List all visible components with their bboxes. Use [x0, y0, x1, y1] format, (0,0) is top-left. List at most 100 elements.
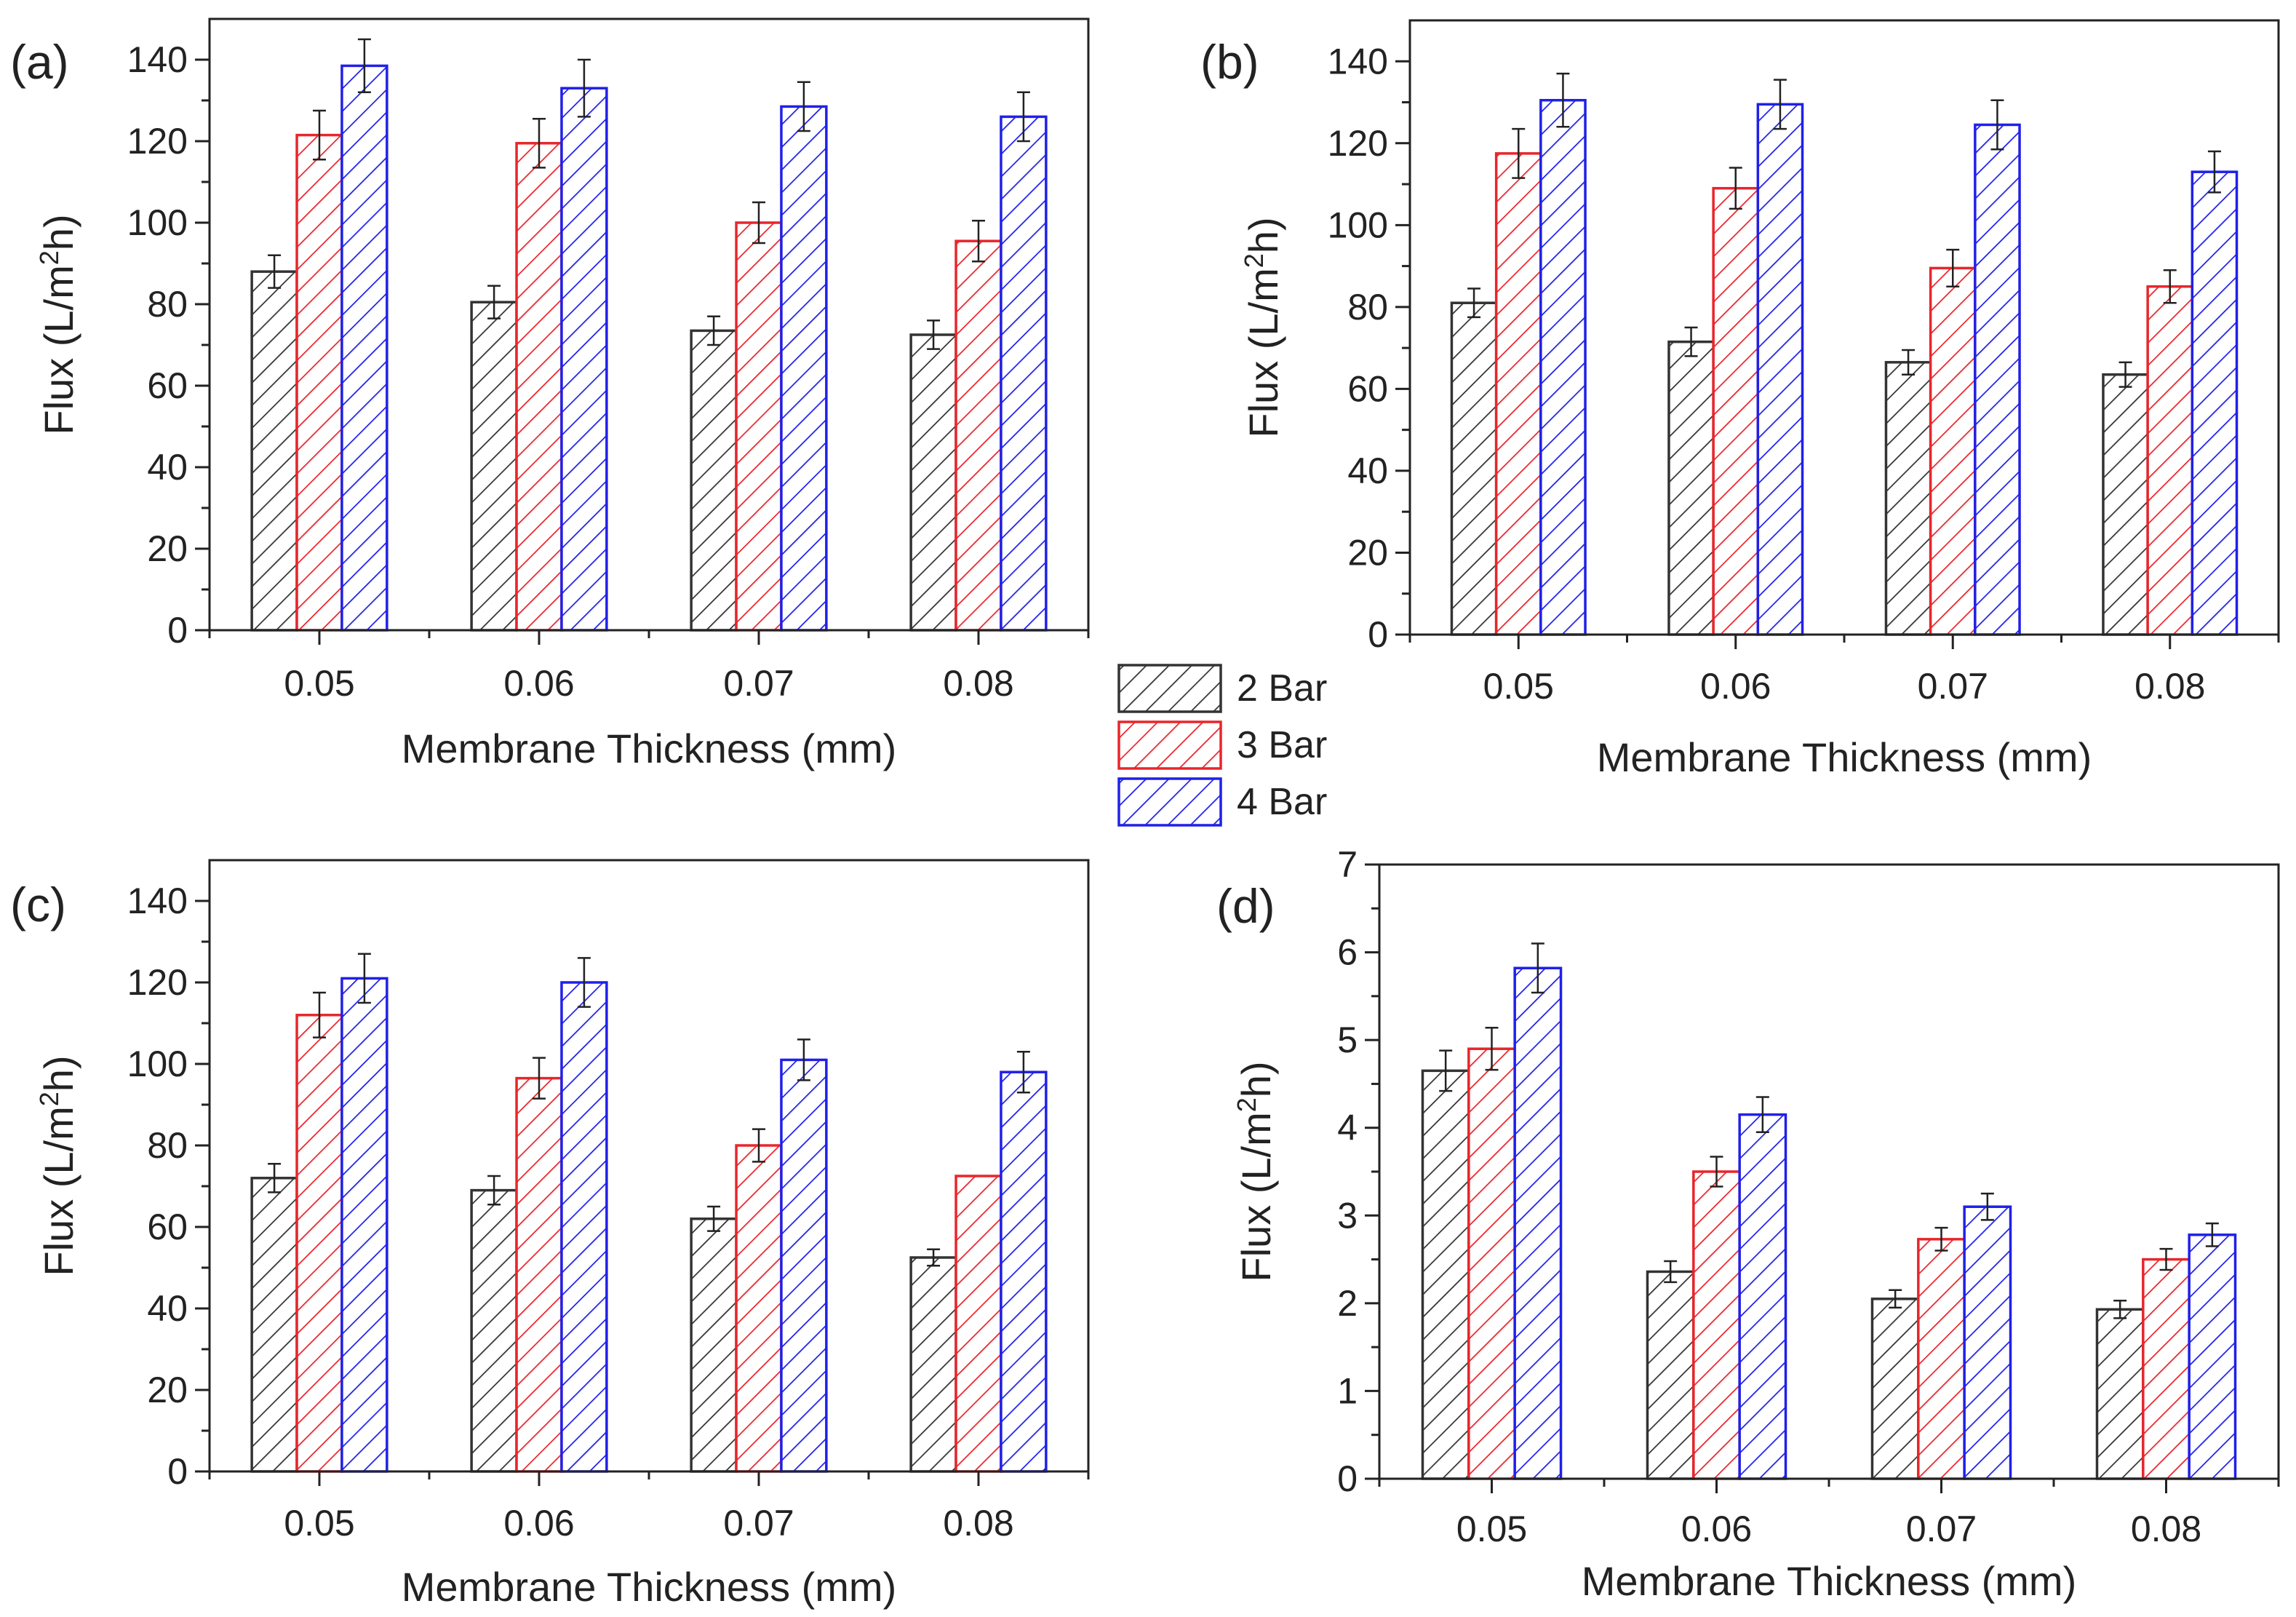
y-tick-label: 120: [127, 121, 188, 162]
y-tick-label: 100: [1328, 204, 1388, 245]
y-tick-label: 1: [1337, 1370, 1358, 1411]
y-axis-title-main: Flux (L/m: [36, 1106, 81, 1276]
x-tick-label: 0.07: [1906, 1509, 1977, 1549]
bar: [1692, 1170, 1741, 1480]
y-tick-label: 40: [147, 1288, 188, 1329]
y-tick-label: 20: [147, 528, 188, 569]
bar: [2102, 373, 2149, 636]
bar: [1539, 98, 1587, 636]
y-axis-title: Flux (L/m2h): [1232, 1061, 1279, 1282]
legend-swatch: [1117, 664, 1222, 713]
x-axis-title: Membrane Thickness (mm): [402, 1564, 896, 1610]
legend-label: 2 Bar: [1237, 667, 1327, 710]
bar: [690, 329, 738, 632]
bar: [909, 333, 957, 632]
bar: [1513, 966, 1563, 1480]
y-tick-label: 80: [147, 1125, 188, 1166]
y-axis-title-superscript: 2: [1232, 1097, 1261, 1112]
bar: [515, 142, 563, 632]
y-tick-label: 140: [127, 39, 188, 80]
chart-panel-b: 0 20 40 60 80 100 120 140 0.05 0.06 0.07 0.08 Membra…: [1200, 19, 2280, 780]
bar: [1667, 340, 1715, 636]
y-tick-label: 20: [147, 1370, 188, 1410]
y-axis-title-superscript: 2: [34, 250, 64, 265]
y-tick-label: 20: [1347, 532, 1388, 573]
bar: [2095, 1308, 2145, 1480]
x-tick-label: 0.06: [503, 1503, 574, 1544]
x-tick-label: 0.05: [284, 663, 354, 704]
y-tick-label: 40: [1347, 450, 1388, 491]
legend-swatch: [1117, 720, 1222, 770]
y-axis-title: Flux (L/m2h): [34, 214, 81, 434]
bar: [1917, 1238, 1966, 1480]
bar: [1646, 1270, 1695, 1480]
y-tick-label: 5: [1337, 1020, 1358, 1060]
x-axis-title: Membrane Thickness (mm): [402, 726, 896, 771]
panel-label: (c): [10, 878, 66, 931]
x-tick-label: 0.07: [723, 1503, 794, 1544]
y-tick-label: 80: [1347, 287, 1388, 327]
x-tick-label: 0.05: [1456, 1509, 1527, 1549]
y-tick-label: 100: [127, 1044, 188, 1084]
y-tick-label: 6: [1337, 932, 1358, 973]
bar: [909, 1256, 957, 1473]
y-tick-label: 140: [1328, 41, 1388, 82]
bar: [250, 270, 298, 632]
x-tick-label: 0.08: [2131, 1509, 2201, 1549]
y-tick-label: 7: [1337, 844, 1358, 885]
chart-panel-c: 0 20 40 60 80 100 120 140 0.05 0.06 0.07 0.08 Membra…: [10, 859, 1090, 1610]
y-tick-label: 3: [1337, 1195, 1358, 1236]
y-tick-label: 0: [1368, 614, 1388, 655]
bar: [1884, 361, 1932, 636]
y-axis-title-main: Flux (L/m: [1240, 268, 1286, 437]
panel-label: (b): [1200, 35, 1259, 89]
y-axis-title-unit: h): [1240, 217, 1286, 253]
bar: [2146, 285, 2194, 636]
bar: [1870, 1298, 1920, 1480]
chart-panel-a: 0 20 40 60 80 100 120 140 0.05 0.06 0.07 0.08 Membra…: [10, 17, 1090, 771]
bar: [560, 87, 608, 632]
bar: [1000, 1070, 1048, 1473]
y-axis-title-superscript: 2: [34, 1092, 64, 1106]
bar: [1000, 115, 1048, 632]
y-tick-label: 120: [1328, 123, 1388, 164]
x-axis-title: Membrane Thickness (mm): [1597, 734, 2092, 780]
x-tick-label: 0.06: [1700, 666, 1771, 707]
y-tick-label: 60: [1347, 368, 1388, 409]
bar: [1494, 152, 1542, 636]
x-tick-label: 0.06: [503, 663, 574, 704]
chart-panel-d: 0 1 2 3 4 5 6 7 0.05 0.06 0.07 0.08 Membrane Thickne…: [1216, 844, 2280, 1604]
legend-swatch: [1117, 777, 1222, 827]
bar: [2188, 1233, 2237, 1480]
y-tick-label: 0: [167, 610, 188, 651]
y-tick-label: 60: [147, 365, 188, 406]
bar: [2191, 170, 2239, 636]
bar: [470, 1188, 518, 1473]
bar: [340, 977, 388, 1473]
bar: [470, 301, 518, 632]
bar: [295, 133, 343, 632]
bar: [1738, 1113, 1787, 1480]
x-tick-label: 0.08: [943, 663, 1013, 704]
bar: [2142, 1258, 2191, 1480]
bar: [954, 239, 1002, 632]
y-axis-title: Flux (L/m2h): [1239, 217, 1286, 437]
bar: [1467, 1047, 1516, 1480]
y-tick-label: 60: [147, 1207, 188, 1247]
panel-label: (a): [10, 35, 69, 89]
bar: [560, 981, 608, 1473]
x-tick-label: 0.07: [1918, 666, 1988, 707]
x-tick-label: 0.08: [943, 1503, 1013, 1544]
y-tick-label: 0: [167, 1451, 188, 1492]
legend-label: 3 Bar: [1237, 724, 1327, 766]
bar: [780, 105, 828, 632]
y-tick-label: 80: [147, 284, 188, 325]
x-tick-label: 0.05: [284, 1503, 354, 1544]
x-tick-label: 0.05: [1483, 666, 1554, 707]
x-tick-label: 0.07: [723, 663, 794, 704]
y-tick-label: 4: [1337, 1108, 1358, 1148]
y-tick-label: 2: [1337, 1283, 1358, 1324]
bar: [780, 1058, 828, 1473]
bar: [1421, 1069, 1470, 1480]
